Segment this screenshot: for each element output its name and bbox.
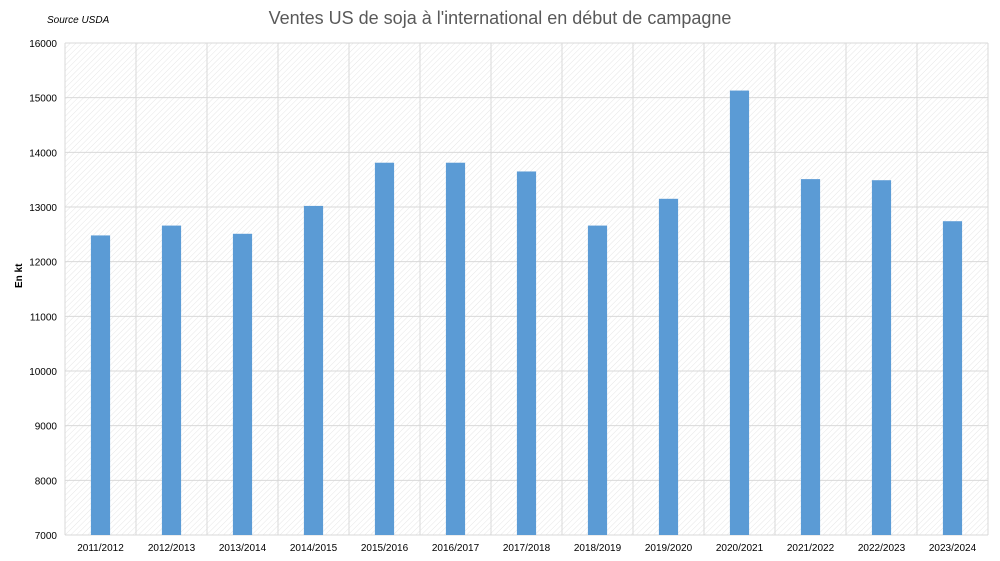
bar [658,198,679,536]
y-tick-label: 10000 [29,367,57,378]
chart-title: Ventes US de soja à l'international en d… [268,8,732,28]
y-tick-label: 16000 [29,39,57,50]
y-tick-label: 7000 [35,531,58,542]
x-tick-label: 2013/2014 [219,543,267,554]
x-tick-label: 2016/2017 [432,543,480,554]
bar [729,90,750,535]
source-note: Source USDA [47,15,110,26]
bar [445,162,466,535]
bar [942,221,963,536]
bar [516,171,537,535]
y-tick-label: 15000 [29,94,57,105]
bar [800,179,821,535]
bar [587,225,608,535]
bar [303,205,324,535]
x-tick-label: 2015/2016 [361,543,409,554]
x-tick-label: 2012/2013 [148,543,196,554]
x-tick-label: 2014/2015 [290,543,338,554]
x-tick-label: 2023/2024 [929,543,977,554]
y-tick-label: 14000 [29,148,57,159]
bar [232,233,253,535]
y-tick-label: 13000 [29,203,57,214]
x-tick-label: 2019/2020 [645,543,693,554]
x-tick-label: 2022/2023 [858,543,906,554]
bar [374,162,395,535]
x-tick-label: 2021/2022 [787,543,835,554]
x-tick-label: 2018/2019 [574,543,622,554]
y-tick-label: 8000 [35,476,58,487]
bar [90,235,111,535]
x-tick-label: 2011/2012 [77,543,124,554]
y-tick-label: 9000 [35,422,58,433]
bar [871,180,892,536]
x-tick-label: 2020/2021 [716,543,764,554]
bar [161,225,182,535]
x-tick-label: 2017/2018 [503,543,551,554]
y-tick-label: 11000 [30,312,58,323]
y-tick-label: 12000 [29,258,57,269]
